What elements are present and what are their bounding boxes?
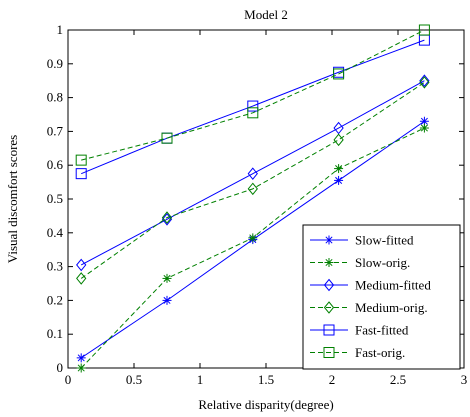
series-line-4 xyxy=(81,39,425,175)
data-point xyxy=(334,175,344,185)
data-point xyxy=(161,211,173,224)
data-point xyxy=(419,74,430,87)
legend-label: Slow-fitted xyxy=(355,233,414,248)
series-line-3 xyxy=(80,81,425,279)
data-point xyxy=(333,133,344,147)
y-tick-label: 0.5 xyxy=(47,191,63,206)
data-point xyxy=(333,68,345,80)
y-tick-label: 0.9 xyxy=(47,56,63,71)
data-point xyxy=(76,363,86,373)
x-tick-label: 0.5 xyxy=(126,372,142,387)
y-tick-label: 0.3 xyxy=(47,259,63,274)
data-point xyxy=(248,233,258,243)
y-tick-label: 0.6 xyxy=(47,157,64,172)
x-tick-label: 0 xyxy=(65,372,72,387)
legend-label: Fast-fitted xyxy=(355,323,409,338)
data-point xyxy=(334,164,344,174)
data-point xyxy=(162,295,172,305)
legend: Slow-fitted Slow-orig. Medium-fitted Medium… xyxy=(302,224,461,370)
data-point xyxy=(162,273,172,283)
data-point xyxy=(75,168,87,180)
legend-label: Medium-fitted xyxy=(355,278,431,293)
data-point xyxy=(76,353,86,363)
data-point xyxy=(247,107,259,119)
axis-ticks: 0 0.5 1 1.5 2 2.5 3 0 0.1 0.2 0.3 0.4 0.5 0.6 0.7 0.8 0.… xyxy=(47,22,468,387)
legend-marker xyxy=(323,278,335,292)
series-line-2 xyxy=(80,80,425,266)
y-axis-label: Visual discomfort scores xyxy=(5,135,20,263)
data-point xyxy=(247,100,259,112)
data-point xyxy=(76,272,87,285)
x-tick-label: 2.5 xyxy=(390,372,406,387)
legend-label: Fast-orig. xyxy=(355,345,405,360)
data-point xyxy=(247,167,258,180)
legend-marker xyxy=(323,324,335,336)
series-layer xyxy=(75,24,430,373)
legend-marker xyxy=(324,258,334,267)
y-tick-label: 0.1 xyxy=(47,326,63,341)
chart-title: Model 2 xyxy=(244,7,288,22)
y-tick-label: 0.2 xyxy=(47,292,63,307)
y-tick-label: 0.8 xyxy=(47,90,63,105)
y-tick-label: 0 xyxy=(57,360,64,375)
data-point xyxy=(247,182,258,196)
x-tick-label: 2 xyxy=(329,372,336,387)
data-point xyxy=(75,154,87,166)
data-point xyxy=(418,24,430,36)
x-tick-label: 1 xyxy=(197,372,204,387)
x-tick-label: 3 xyxy=(461,372,468,387)
legend-box xyxy=(302,224,461,370)
legend-label: Slow-orig. xyxy=(355,255,410,270)
data-point xyxy=(333,121,344,135)
data-point xyxy=(419,76,430,89)
series-line-5 xyxy=(81,29,425,161)
data-point xyxy=(161,132,173,144)
data-point xyxy=(76,258,87,272)
data-point xyxy=(419,123,429,133)
legend-marker xyxy=(323,301,335,314)
x-tick-label: 1.5 xyxy=(258,372,274,387)
y-tick-label: 0.7 xyxy=(47,123,64,138)
legend-marker xyxy=(323,347,335,358)
data-point xyxy=(161,212,173,226)
legend-label: Medium-orig. xyxy=(355,300,428,315)
y-tick-label: 1 xyxy=(57,22,64,37)
y-tick-label: 0.4 xyxy=(47,225,64,240)
x-axis-label: Relative disparity(degree) xyxy=(198,397,333,412)
legend-marker xyxy=(324,235,334,245)
